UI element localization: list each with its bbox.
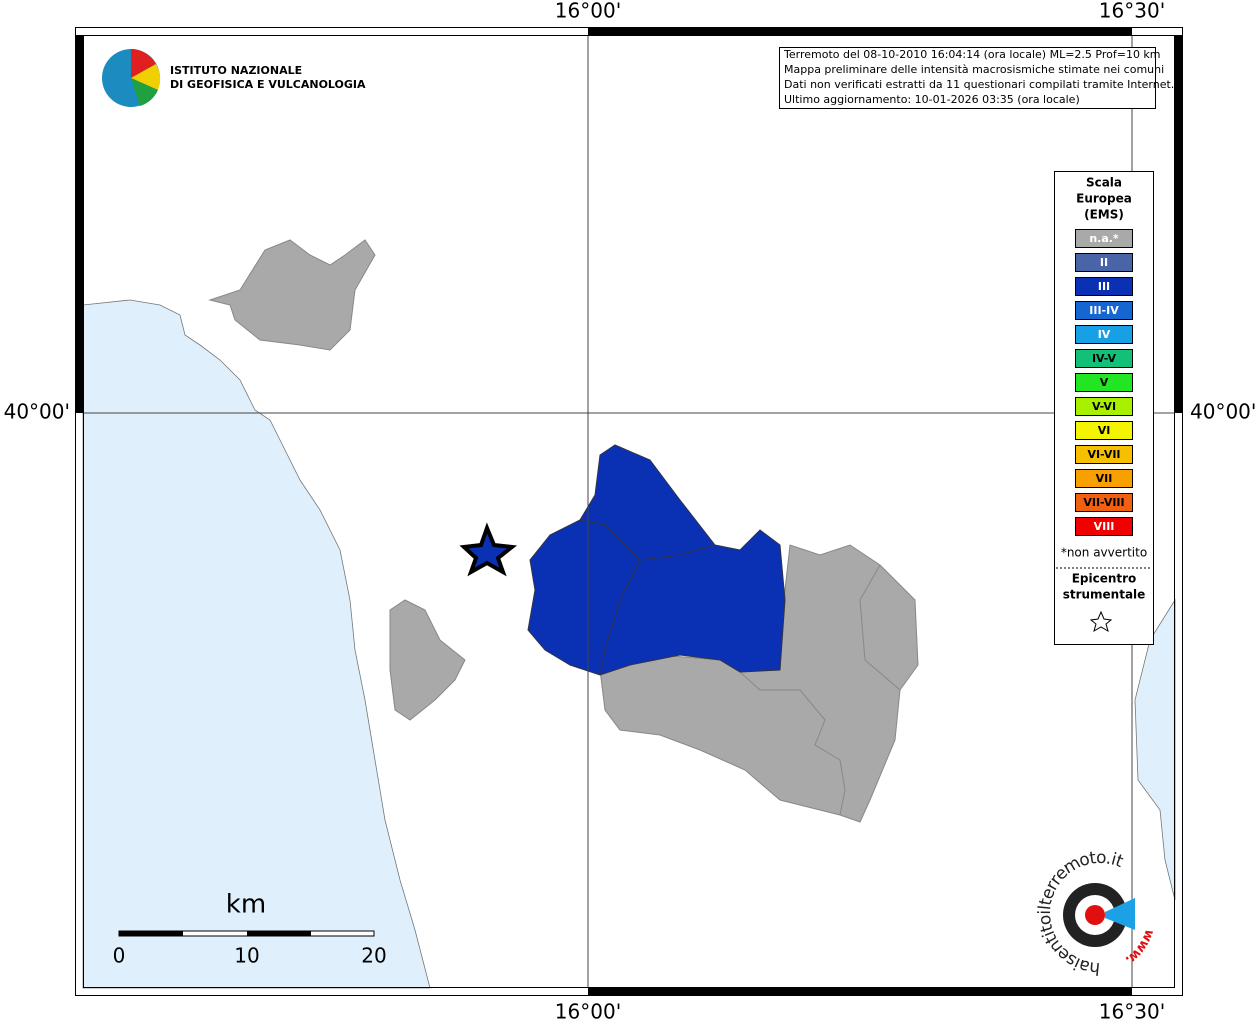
info-box — [779, 47, 1156, 109]
ingv-logo: ISTITUTO NAZIONALE DI GEOFISICA E VULCAN… — [102, 49, 366, 107]
scale-label: 20 — [361, 944, 386, 968]
legend-note: *non avvertito — [1061, 546, 1147, 560]
legend-swatch — [1075, 421, 1133, 440]
border — [579, 519, 716, 676]
info-line: Mappa preliminare delle intensità macros… — [784, 63, 1164, 76]
municipality — [527, 444, 786, 676]
legend-swatch — [1075, 349, 1133, 368]
legend-swatch — [1075, 301, 1133, 320]
logo-segment — [131, 49, 156, 78]
tick-label: 16°00' — [555, 0, 621, 23]
frame-band — [588, 27, 1132, 35]
frame-band — [588, 988, 1132, 996]
tick-label: 40°00' — [1190, 400, 1256, 424]
legend-label: IV — [1098, 328, 1111, 341]
legend-epicenter: Epicentro — [1072, 572, 1137, 586]
tick-label: 16°00' — [555, 1000, 621, 1024]
legend-swatch — [1075, 493, 1133, 512]
logo-segment — [131, 78, 158, 106]
legend-label: VII — [1096, 472, 1113, 485]
legend-swatch — [1075, 253, 1133, 272]
legend-swatch — [1075, 229, 1133, 248]
sea — [82, 299, 431, 989]
legend-label: V-VI — [1092, 400, 1116, 413]
legend-label: VIII — [1094, 520, 1115, 533]
legend-title: Scala — [1086, 176, 1122, 190]
legend-label: III — [1098, 280, 1110, 293]
legend: Scala Europea (EMS) *non avvertito Epice… — [1054, 171, 1154, 645]
scale-label: 10 — [234, 944, 259, 968]
legend-label: IV-V — [1092, 352, 1117, 365]
legend-label: III-IV — [1089, 304, 1119, 317]
legend-swatch — [1075, 517, 1133, 536]
scale-bar: km 0 10 20 — [113, 890, 387, 968]
tick-label: 16°30' — [1099, 1000, 1165, 1024]
legend-epicenter: strumentale — [1063, 588, 1146, 602]
legend-swatch — [1075, 373, 1133, 392]
legend-title: Europea — [1076, 192, 1132, 206]
sea — [1134, 598, 1176, 901]
scale-segment — [119, 931, 183, 936]
legend-label: n.a.* — [1089, 232, 1119, 245]
info-line: Terremoto del 08-10-2010 16:04:14 (ora l… — [783, 48, 1161, 61]
scale-label: 0 — [113, 944, 126, 968]
tick-label: 16°30' — [1099, 0, 1165, 23]
frame-band — [1175, 35, 1183, 413]
legend-swatch — [1075, 469, 1133, 488]
frame-band — [75, 35, 83, 413]
tick-label: 40°00' — [4, 400, 70, 424]
logo-center — [1085, 905, 1105, 925]
logo-text: ISTITUTO NAZIONALE — [170, 64, 302, 77]
scale-unit: km — [226, 890, 266, 920]
legend-swatch — [1075, 397, 1133, 416]
legend-title: (EMS) — [1084, 208, 1124, 222]
legend-label: VI-VII — [1087, 448, 1120, 461]
frame — [83, 35, 1175, 988]
municipality — [208, 239, 376, 351]
legend-label: V — [1100, 376, 1109, 389]
logo-beam — [1105, 898, 1135, 930]
municipality — [389, 599, 466, 721]
legend-swatch — [1075, 277, 1133, 296]
info-line: Ultimo aggiornamento: 10-01-2026 03:35 (… — [784, 93, 1080, 106]
scale-segment — [247, 931, 311, 936]
legend-label: VII-VIII — [1083, 496, 1124, 509]
border — [739, 564, 901, 816]
legend-swatch — [1075, 445, 1133, 464]
legend-swatch — [1075, 325, 1133, 344]
epicenter-star — [459, 522, 518, 577]
legend-star — [1089, 610, 1113, 633]
legend-label: II — [1100, 256, 1108, 269]
logo-segment — [131, 64, 161, 90]
legend-label: VI — [1098, 424, 1111, 437]
info-line: Dati non verificati estratti da 11 quest… — [784, 78, 1174, 91]
logo-text: DI GEOFISICA E VULCANOLOGIA — [170, 78, 366, 91]
